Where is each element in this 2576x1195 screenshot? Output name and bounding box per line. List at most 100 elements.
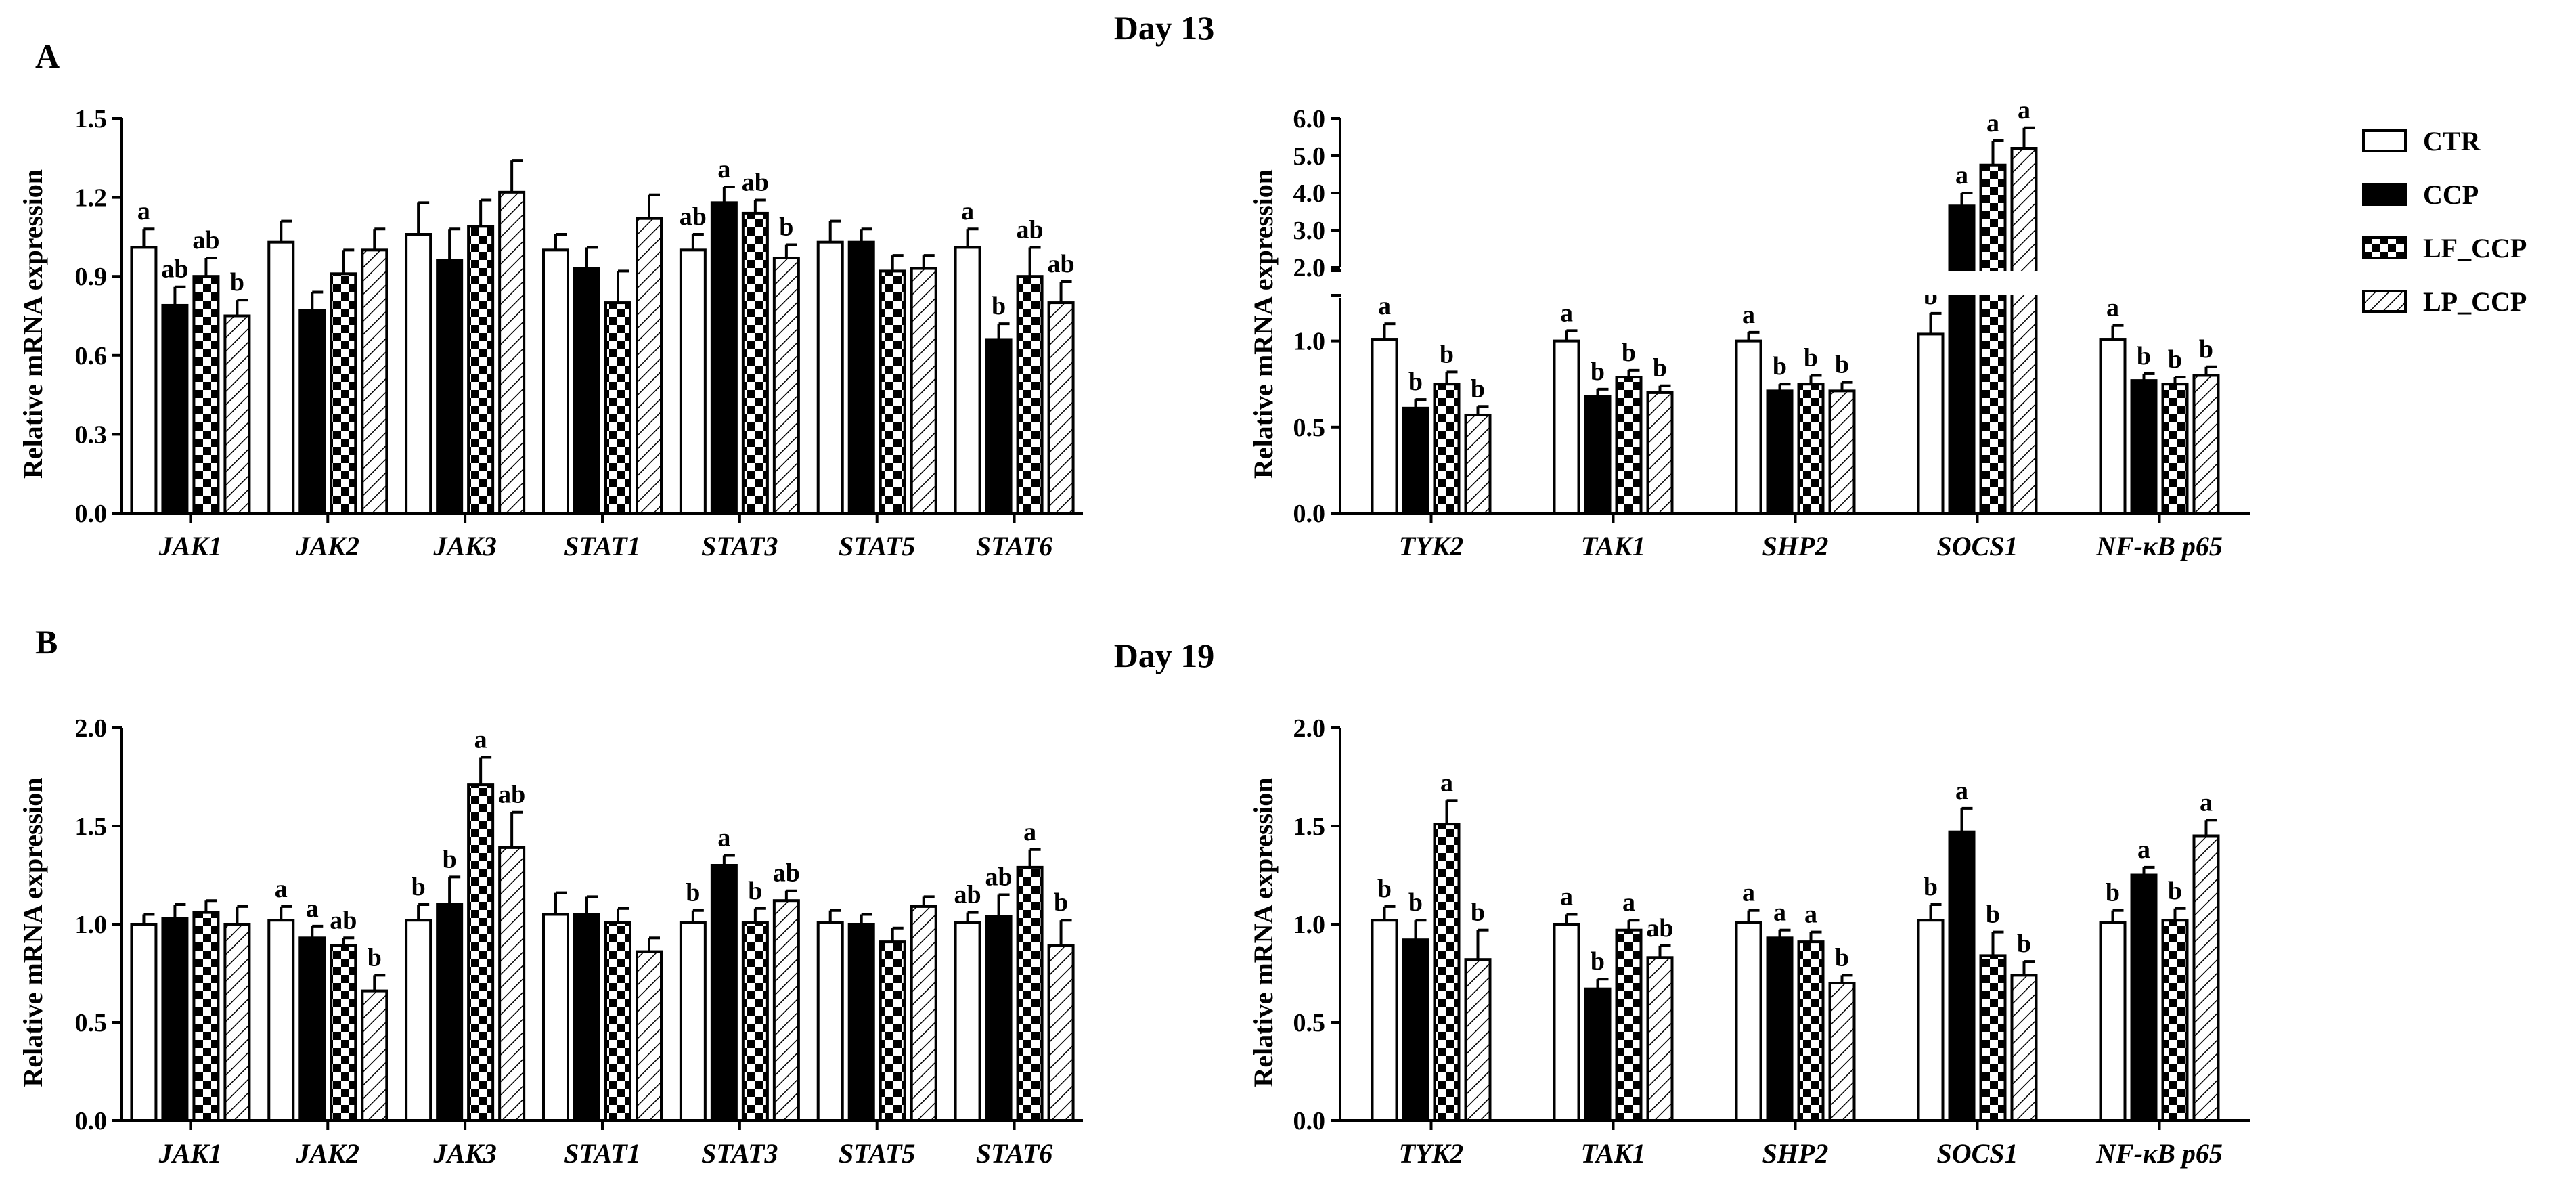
bar-lp-ccp xyxy=(2010,147,2038,515)
category-label: JAK2 xyxy=(296,1138,359,1169)
significance-label: b xyxy=(2017,930,2031,958)
y-tick-label: 3.0 xyxy=(1293,217,1326,245)
y-tick-label: 1.5 xyxy=(75,105,108,133)
bar-ctr xyxy=(130,246,158,515)
y-tick-label: 2.0 xyxy=(1293,714,1326,743)
chart-day19-right: 0.0 0.5 1.0 1.5 2.0 Relative mRNA expression T… xyxy=(1248,714,2250,1169)
significance-label: a xyxy=(2137,835,2150,864)
legend: CTR CCP LF_CCP LP_CCP xyxy=(2362,126,2527,317)
category-label: SOCS1 xyxy=(1936,531,2018,561)
bar-lf-ccp xyxy=(1615,376,1643,515)
significance-label: ab xyxy=(742,168,769,196)
bar-ctr xyxy=(1735,339,1762,515)
y-tick-label: 0.0 xyxy=(1293,1107,1326,1135)
bar-lf-ccp xyxy=(741,921,769,1122)
significance-label: b xyxy=(1835,943,1849,972)
significance-label: a xyxy=(1023,818,1036,846)
y-tick-label: 1.0 xyxy=(1293,328,1326,356)
y-tick-label: 2.0 xyxy=(75,714,108,743)
significance-label: a xyxy=(1955,777,1968,805)
bar-ctr xyxy=(1371,338,1398,515)
bar-ccp xyxy=(1948,830,1976,1122)
bar-lp-ccp xyxy=(1646,391,1674,515)
significance-label: a xyxy=(1622,888,1635,917)
category-label: STAT3 xyxy=(701,531,778,561)
bar-lf-ccp xyxy=(1615,928,1643,1122)
bar-lp-ccp xyxy=(223,923,251,1122)
day13-title: Day 13 xyxy=(1114,9,1215,47)
bar-lp-ccp xyxy=(1464,958,1492,1122)
bar-lp-ccp xyxy=(910,905,937,1123)
category-label: STAT6 xyxy=(976,1138,1052,1169)
bar-lf-ccp xyxy=(1433,383,1461,515)
significance-label: ab xyxy=(498,781,525,809)
bar-ctr xyxy=(405,919,432,1122)
significance-label: b xyxy=(2168,345,2182,374)
bar-ccp xyxy=(161,917,189,1123)
y-tick-label: 2.0 xyxy=(1293,254,1326,282)
bar-lf-ccp xyxy=(1433,823,1461,1122)
legend-label: LP_CCP xyxy=(2423,286,2527,317)
bar-lp-ccp xyxy=(2010,974,2038,1123)
bar-lf-ccp xyxy=(1979,954,2007,1123)
significance-label: ab xyxy=(192,226,219,255)
significance-label: a xyxy=(717,155,730,183)
significance-label: b xyxy=(1924,873,1938,901)
legend-swatch-ctr xyxy=(2362,129,2407,152)
significance-label: b xyxy=(2168,877,2182,905)
category-label: TYK2 xyxy=(1399,1138,1464,1169)
bar-ccp xyxy=(985,915,1013,1123)
significance-label: b xyxy=(230,268,244,297)
significance-label: b xyxy=(1591,357,1605,386)
bar-lp-ccp xyxy=(772,256,800,515)
bar-lp-ccp xyxy=(361,989,388,1122)
bar-lp-ccp xyxy=(1828,982,1856,1122)
significance-label: b xyxy=(1804,343,1818,372)
significance-label: b xyxy=(1773,352,1787,381)
significance-label: b xyxy=(412,873,426,901)
bar-ctr xyxy=(542,913,569,1122)
bar-ctr xyxy=(1735,921,1762,1122)
category-label: SHP2 xyxy=(1762,1138,1829,1169)
bar-ccp xyxy=(847,240,875,515)
bar-ccp xyxy=(1766,936,1794,1123)
legend-swatch-lf-ccp xyxy=(2362,236,2407,259)
bar-ctr xyxy=(679,921,707,1122)
bar-ccp xyxy=(985,338,1013,515)
chart-day13-right: 0.0 0.5 1.0 2.0 3.0 4.0 5.0 6.0 Relative mRNA ex… xyxy=(1248,96,2250,561)
y-tick-label: 0.5 xyxy=(1293,1009,1326,1037)
bar-ccp xyxy=(573,913,600,1122)
bar-lp-ccp xyxy=(2192,834,2220,1122)
bar-lf-ccp xyxy=(604,921,631,1122)
bar-lp-ccp xyxy=(636,950,663,1122)
significance-label: a xyxy=(1773,898,1786,927)
significance-label: ab xyxy=(985,863,1013,892)
bar-lp-ccp xyxy=(1047,944,1075,1123)
legend-label: LF_CCP xyxy=(2423,233,2527,263)
significance-label: a xyxy=(2200,788,2213,817)
bar-ctr xyxy=(130,923,158,1122)
bar-lp-ccp xyxy=(1464,413,1492,515)
category-label: TAK1 xyxy=(1581,1138,1646,1169)
bar-lp-ccp xyxy=(910,267,937,515)
significance-label: a xyxy=(1560,883,1573,911)
significance-label: a xyxy=(1378,292,1391,320)
bar-ccp xyxy=(2130,379,2158,515)
legend-label: CCP xyxy=(2423,179,2479,210)
y-axis-title: Relative mRNA expression xyxy=(1248,169,1279,479)
bar-lf-ccp xyxy=(330,944,357,1123)
bar-ccp xyxy=(161,303,189,515)
category-label: JAK2 xyxy=(296,531,359,561)
legend-swatch-ccp xyxy=(2362,183,2407,206)
significance-label: a xyxy=(306,894,319,923)
y-tick-label: 1.0 xyxy=(75,911,108,939)
bar-ctr xyxy=(2099,921,2127,1122)
panel-letter-a: A xyxy=(35,37,60,75)
bar-lf-ccp xyxy=(879,269,906,515)
chart-day19-left: 0.0 0.5 1.0 1.5 2.0 Relative mRNA expression J… xyxy=(18,714,1083,1169)
significance-label: b xyxy=(748,877,762,905)
bar-lf-ccp xyxy=(330,272,357,515)
significance-label: a xyxy=(717,824,730,852)
significance-label: b xyxy=(368,943,382,972)
bar-lf-ccp xyxy=(879,940,906,1122)
